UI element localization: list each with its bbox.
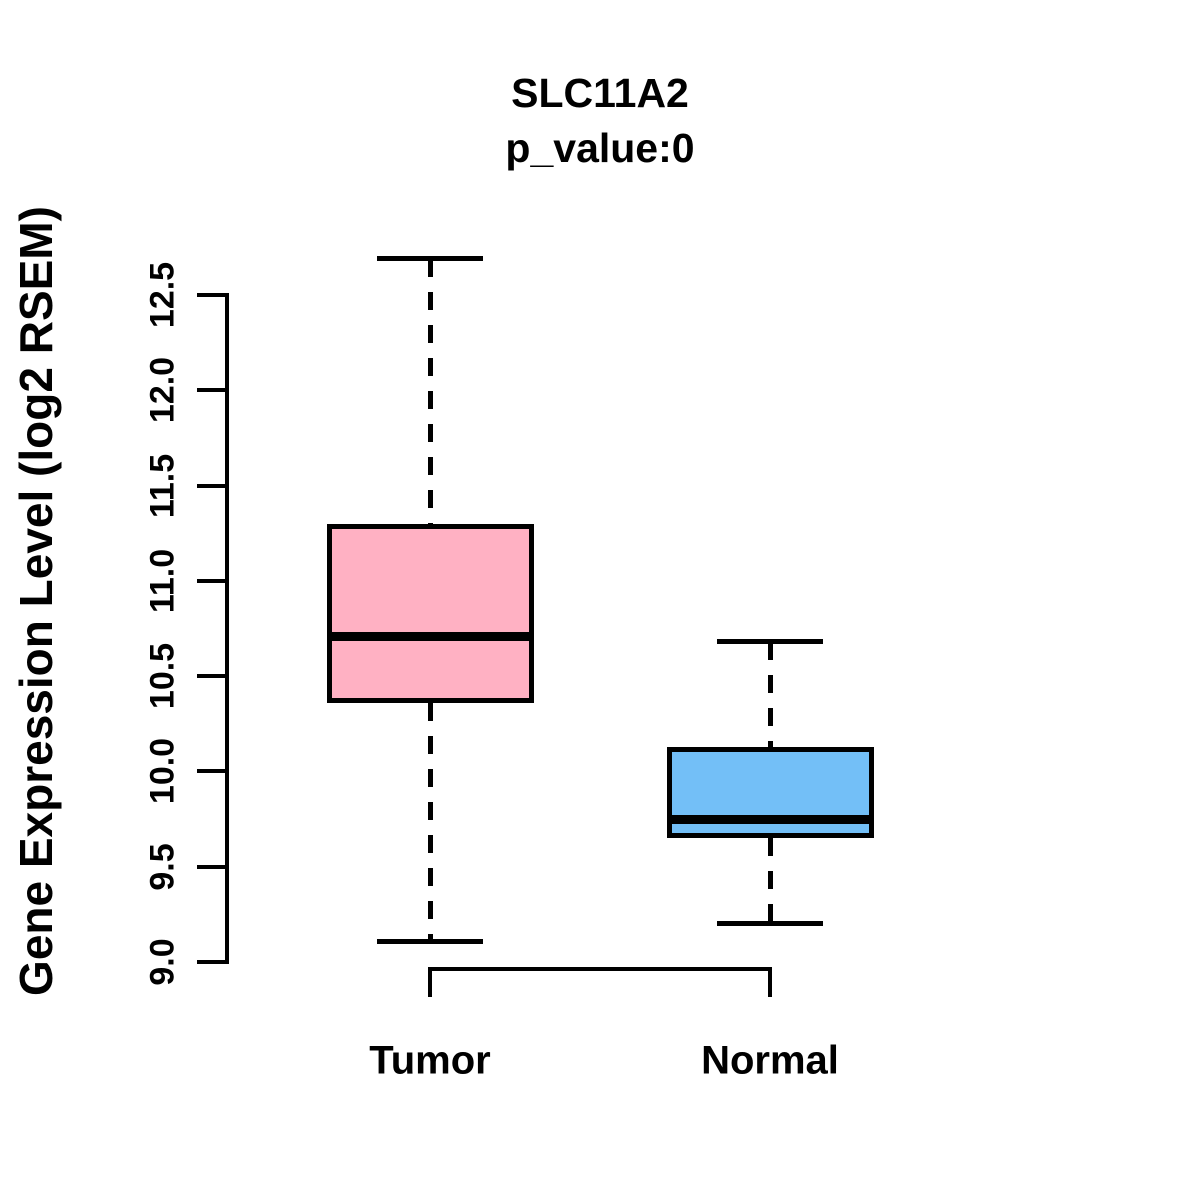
tumor-min-cap (377, 938, 483, 944)
normal-lower-whisker (767, 838, 773, 924)
chart-subtitle: p_value:0 (505, 125, 695, 171)
tumor-max-cap (377, 256, 483, 262)
y-tick-label: 11.0 (143, 548, 182, 613)
tumor-upper-whisker (427, 258, 433, 524)
tumor-box (326, 523, 534, 703)
y-tick-label: 9.5 (143, 843, 182, 891)
y-tick-label: 12.5 (143, 261, 182, 329)
y-tick-label: 10.0 (143, 738, 182, 805)
normal-max-cap (717, 639, 823, 645)
y-tick-label: 9.0 (143, 938, 182, 986)
y-tick-label: 10.5 (143, 643, 182, 710)
y-tick-mark (197, 293, 225, 297)
y-tick-mark (197, 864, 225, 869)
y-tick-mark (197, 960, 225, 964)
x-axis-line (428, 967, 772, 971)
normal-upper-whisker (767, 641, 773, 747)
y-tick-mark (197, 578, 225, 583)
normal-min-cap (717, 921, 823, 927)
y-tick-mark (197, 388, 225, 393)
y-tick-mark (197, 674, 225, 679)
y-tick-label: 12.0 (143, 357, 182, 424)
normal-median-line (666, 814, 874, 824)
x-category-label-normal: Normal (701, 1038, 839, 1083)
chart-title-block: SLC11A2 p_value:0 (0, 66, 1200, 176)
y-tick-label: 11.5 (143, 453, 182, 518)
y-tick-mark (197, 483, 225, 488)
tumor-lower-whisker (427, 702, 433, 942)
x-tick-mark (428, 967, 432, 997)
y-axis-line (225, 293, 229, 964)
y-axis-title: Gene Expression Level (log2 RSEM) (10, 206, 62, 996)
x-category-label-tumor: Tumor (369, 1038, 491, 1083)
x-tick-mark (768, 967, 772, 997)
chart-title: SLC11A2 (511, 70, 689, 116)
normal-box (666, 746, 874, 839)
y-tick-mark (197, 769, 225, 774)
tumor-median-line (326, 631, 534, 641)
